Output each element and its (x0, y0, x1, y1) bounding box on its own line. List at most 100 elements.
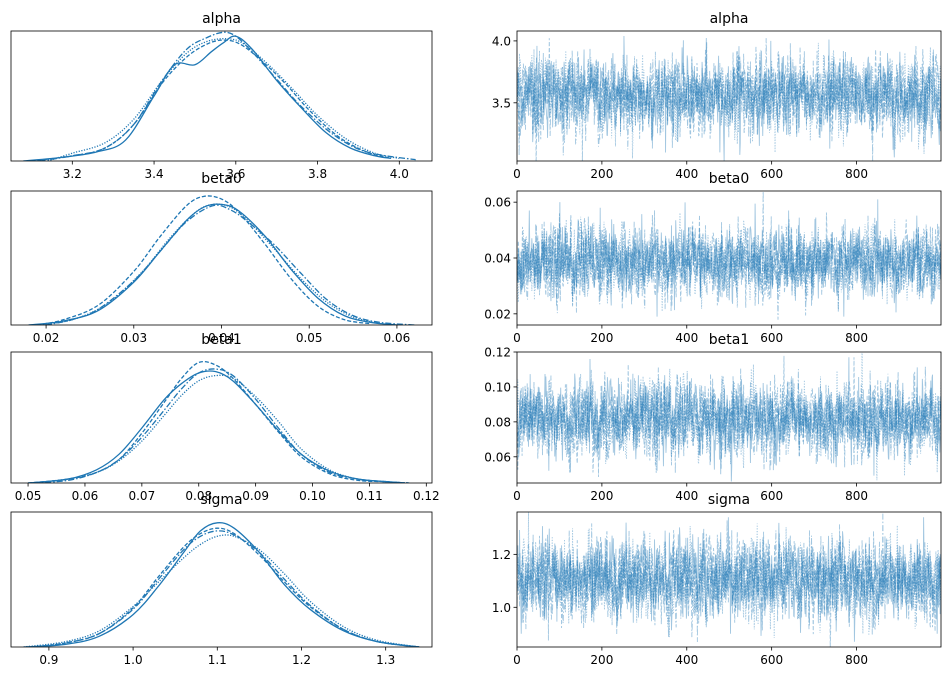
trace-line-solid (517, 517, 941, 642)
panel-title: alpha (710, 11, 749, 27)
x-tick-label: 400 (675, 653, 698, 667)
x-tick-label: 4.0 (390, 167, 409, 181)
x-tick-label: 0.09 (242, 489, 269, 503)
x-tick-label: 800 (845, 167, 868, 181)
x-tick-label: 200 (590, 331, 613, 345)
y-tick-label: 0.06 (484, 196, 511, 210)
density-line-dotted (47, 38, 400, 161)
axes-frame (516, 511, 942, 648)
x-tick-label: 0.11 (356, 489, 383, 503)
density-line-dashed (37, 195, 371, 325)
trace-line-solid (517, 35, 941, 161)
plot-area (28, 195, 415, 325)
x-tick-label: 800 (845, 653, 868, 667)
x-tick-label: 0.05 (15, 489, 42, 503)
density-line-dashed (31, 527, 420, 647)
x-tick-label: 0 (513, 167, 521, 181)
x-tick-label: 3.6 (226, 167, 245, 181)
panel-trace-beta1: beta1 0 200 400 600 800 0.06 0.08 0.10 0.12 (484, 332, 942, 503)
x-tick-label: 0.06 (384, 331, 411, 345)
x-tick-label: 600 (760, 331, 783, 345)
trace-line-dashdot (517, 191, 941, 320)
density-line-dashdot (31, 530, 420, 647)
plot-area (517, 191, 941, 320)
density-line-solid (28, 203, 397, 325)
density-line-dashdot (39, 31, 416, 161)
plot-area (517, 35, 941, 161)
x-tick-label: 1.0 (124, 653, 143, 667)
x-tick-label: 0 (513, 653, 521, 667)
density-line-dashed (31, 39, 392, 161)
y-tick-label: 0.12 (484, 346, 511, 360)
panel-title: beta0 (709, 171, 749, 187)
x-tick-label: 400 (675, 489, 698, 503)
panel-title: beta0 (201, 171, 241, 187)
x-tick-label: 0 (513, 489, 521, 503)
density-line-dotted (23, 534, 420, 647)
panel-density-sigma: sigma 0.9 1.0 1.1 1.2 1.3 (10, 492, 433, 667)
density-line-solid (23, 35, 392, 161)
x-tick-label: 0.9 (39, 653, 58, 667)
x-tick-label: 1.2 (292, 653, 311, 667)
panel-title: sigma (708, 492, 750, 508)
panel-title: sigma (200, 492, 242, 508)
y-tick-label: 0.02 (484, 307, 511, 321)
x-tick-label: 0.07 (128, 489, 155, 503)
panel-title: beta1 (709, 332, 749, 348)
axes-frame (10, 511, 433, 648)
trace-line-solid (517, 357, 941, 482)
y-tick-label: 3.5 (492, 96, 511, 110)
trace-line-dotted (517, 512, 941, 639)
axes-frame (516, 30, 942, 162)
x-tick-label: 800 (845, 489, 868, 503)
x-tick-label: 3.4 (145, 167, 164, 181)
x-tick-label: 200 (590, 167, 613, 181)
y-tick-label: 0.04 (484, 252, 511, 266)
y-tick-label: 0.06 (484, 450, 511, 464)
panel-density-beta0: beta0 0.02 0.03 0.04 0.05 0.06 (10, 171, 433, 345)
panel-trace-beta0: beta0 0 200 400 600 800 0.02 0.04 0.06 (484, 171, 942, 345)
density-line-solid (23, 522, 420, 647)
plot-area (23, 31, 416, 161)
trace-line-dashed (517, 530, 941, 647)
x-tick-label: 400 (675, 331, 698, 345)
axes-frame (10, 190, 433, 326)
x-tick-label: 800 (845, 331, 868, 345)
x-tick-label: 0.08 (185, 489, 212, 503)
x-tick-label: 1.3 (376, 653, 395, 667)
axes-frame (516, 351, 942, 484)
x-tick-label: 600 (760, 167, 783, 181)
panel-density-alpha: alpha 3.2 3.4 3.6 3.8 4.0 (10, 11, 433, 181)
trace-line-dotted (517, 352, 941, 481)
panel-title: alpha (202, 11, 241, 27)
axes-frame (10, 30, 433, 162)
x-tick-label: 600 (760, 653, 783, 667)
axes-frame (10, 351, 433, 484)
trace-line-solid (517, 199, 941, 317)
trace-line-dashed (517, 38, 941, 161)
x-tick-label: 600 (760, 489, 783, 503)
panel-title: beta1 (201, 332, 241, 348)
x-tick-label: 0.03 (120, 331, 147, 345)
plot-area (28, 360, 410, 483)
plot-area (23, 522, 420, 647)
x-tick-label: 3.8 (308, 167, 327, 181)
panel-trace-sigma: sigma 0 200 400 600 800 1.0 1.2 (492, 492, 942, 667)
density-line-dotted (33, 374, 410, 483)
x-tick-label: 200 (590, 653, 613, 667)
x-tick-label: 0 (513, 331, 521, 345)
x-tick-label: 0.05 (296, 331, 323, 345)
trace-line-dotted (517, 212, 941, 312)
density-line-dashdot (45, 204, 415, 325)
x-tick-label: 400 (675, 167, 698, 181)
x-tick-label: 0.10 (299, 489, 326, 503)
trace-line-dashed (517, 355, 941, 478)
panel-trace-alpha: alpha 0 200 400 600 800 3.5 4.0 (492, 11, 942, 181)
x-tick-label: 1.1 (208, 653, 227, 667)
y-tick-label: 4.0 (492, 34, 511, 48)
trace-line-dotted (517, 42, 941, 159)
plot-area (517, 512, 941, 647)
x-tick-label: 0.04 (208, 331, 235, 345)
y-tick-label: 1.2 (492, 548, 511, 562)
